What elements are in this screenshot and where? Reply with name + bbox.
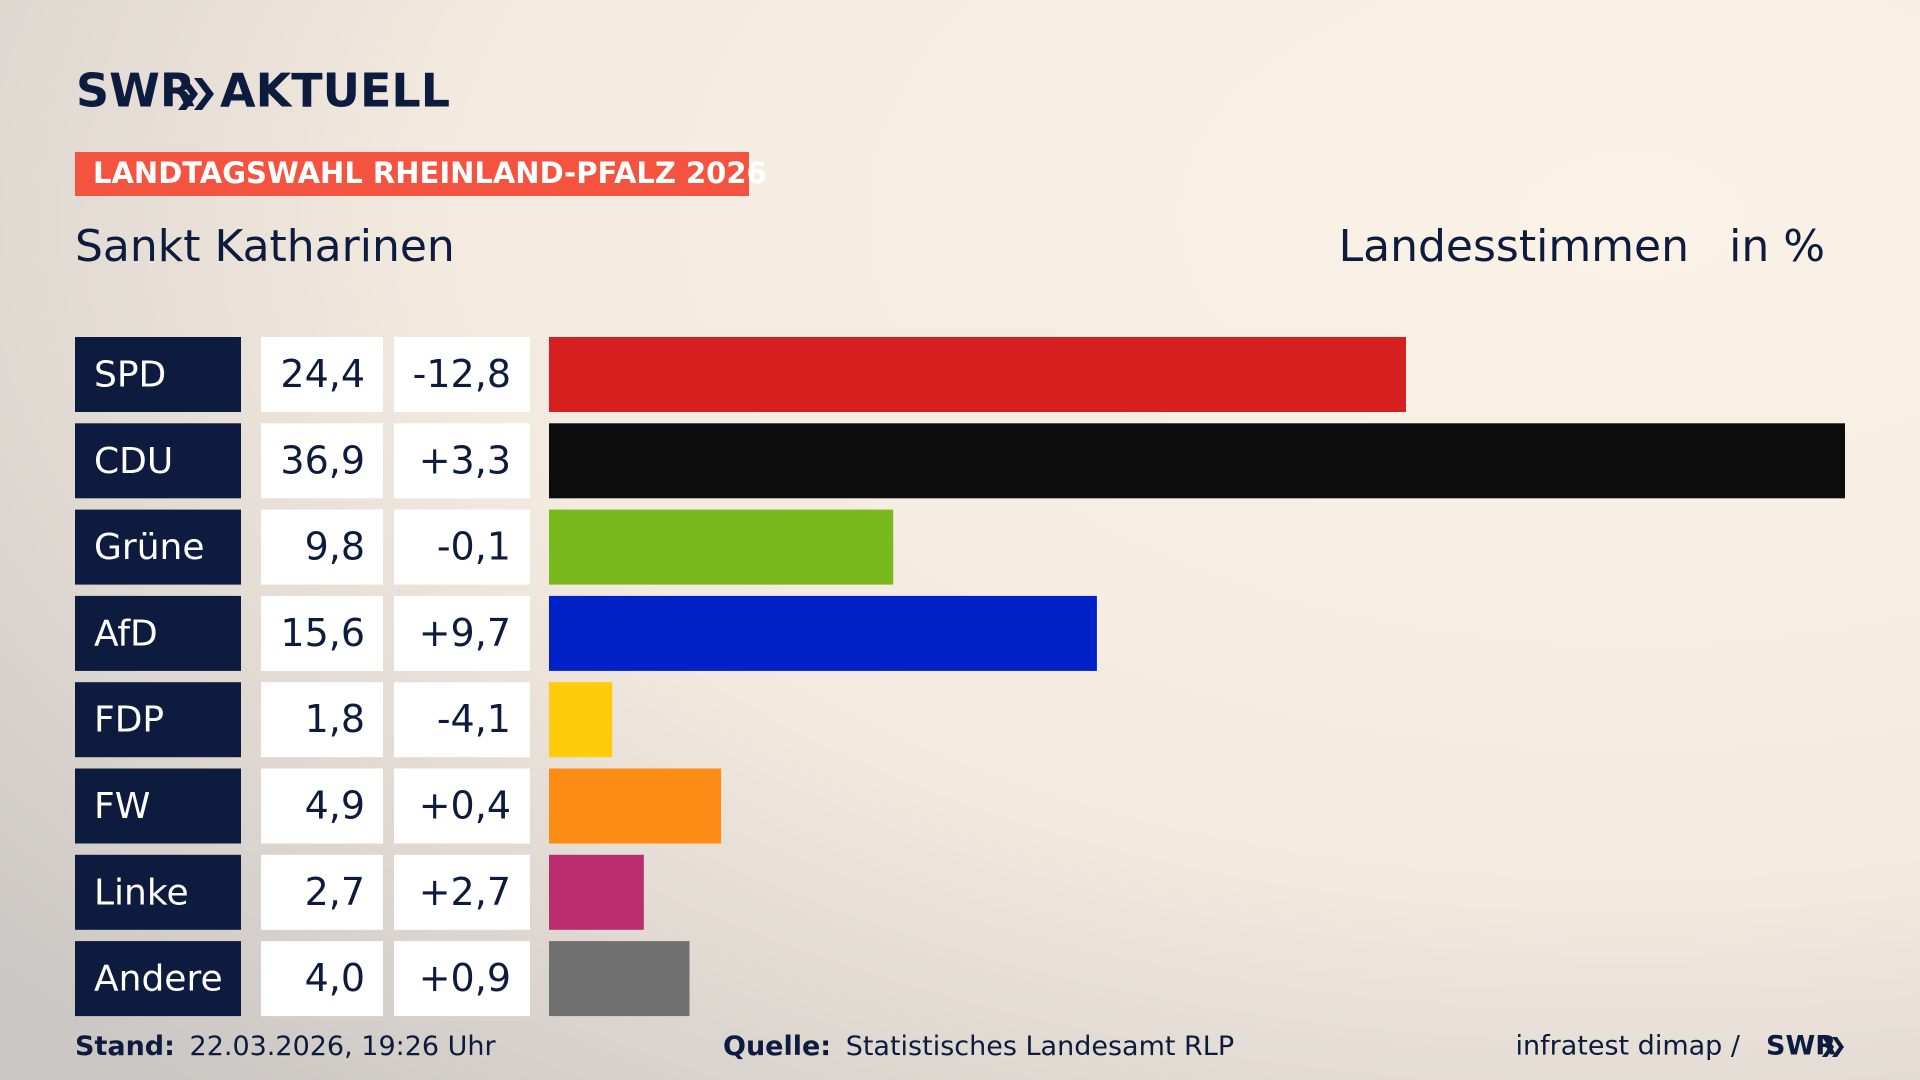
value-label: 2,7 xyxy=(305,870,365,914)
bar xyxy=(549,337,1406,412)
bar xyxy=(549,595,1097,671)
change-box xyxy=(394,941,530,1017)
party-label: Andere xyxy=(94,959,223,1000)
value-box xyxy=(261,768,383,844)
unit-label: in % xyxy=(1729,221,1825,272)
footer-source-label: Quelle: xyxy=(723,1031,831,1062)
party-label: Grüne xyxy=(94,527,204,568)
party-box xyxy=(75,423,241,499)
footer-stand-value: 22.03.2026, 19:26 Uhr xyxy=(190,1031,497,1062)
bar xyxy=(549,941,690,1017)
change-label: +9,7 xyxy=(419,611,511,655)
value-label: 24,4 xyxy=(280,352,365,396)
bar xyxy=(549,423,1845,499)
banner-bg xyxy=(75,152,749,196)
value-box xyxy=(261,423,383,499)
change-box xyxy=(394,423,530,499)
chart-title: Sankt Katharinen xyxy=(75,221,455,272)
value-box xyxy=(261,941,383,1017)
party-label: Linke xyxy=(94,872,189,913)
value-label: 15,6 xyxy=(280,611,365,655)
value-box xyxy=(261,337,383,412)
party-label: FW xyxy=(94,786,150,827)
change-box xyxy=(394,595,530,671)
footer-stand: Stand: 22.03.2026, 19:26 Uhr xyxy=(75,1031,497,1062)
change-box xyxy=(394,509,530,585)
change-label: +2,7 xyxy=(419,870,511,914)
value-box xyxy=(261,595,383,671)
value-label: 4,0 xyxy=(305,956,365,1000)
value-label: 36,9 xyxy=(280,438,365,482)
footer-source-value: Statistisches Landesamt RLP xyxy=(846,1031,1234,1062)
change-box xyxy=(394,768,530,844)
footer-source: Quelle: Statistisches Landesamt RLP xyxy=(723,1031,1234,1062)
bar xyxy=(549,768,722,844)
banner: LANDTAGSWAHL RHEINLAND-PFALZ 2026 xyxy=(93,156,767,190)
change-label: +0,9 xyxy=(419,956,511,1000)
party-box xyxy=(75,595,241,671)
change-label: -0,1 xyxy=(437,525,511,569)
change-box xyxy=(394,337,530,412)
footer-chevrons xyxy=(1822,1037,1844,1057)
party-box xyxy=(75,509,241,585)
party-label: CDU xyxy=(94,441,173,482)
value-box xyxy=(261,682,383,758)
change-label: +3,3 xyxy=(419,438,511,482)
party-box xyxy=(75,682,241,758)
party-label: SPD xyxy=(94,355,166,396)
footer-stand-label: Stand: xyxy=(75,1031,175,1062)
value-label: 9,8 xyxy=(305,525,365,569)
value-box xyxy=(261,854,383,930)
party-label: AfD xyxy=(94,613,158,654)
change-box xyxy=(394,682,530,758)
change-label: -4,1 xyxy=(437,697,511,741)
party-box xyxy=(75,337,241,412)
brand-chevrons xyxy=(178,78,214,110)
party-box xyxy=(75,768,241,844)
change-label: +0,4 xyxy=(419,784,511,828)
party-box xyxy=(75,854,241,930)
footer-credit: infratest dimap / xyxy=(1515,1031,1740,1062)
brand: SWR xyxy=(76,64,195,118)
bar xyxy=(549,509,894,585)
change-box xyxy=(394,854,530,930)
bar xyxy=(549,854,644,930)
bar xyxy=(549,682,613,758)
brand-title: AKTUELL xyxy=(220,64,450,118)
party-box xyxy=(75,941,241,1017)
value-label: 1,8 xyxy=(305,697,365,741)
change-label: -12,8 xyxy=(413,352,511,396)
measure-label: Landesstimmen xyxy=(1339,221,1689,272)
value-box xyxy=(261,509,383,585)
value-label: 4,9 xyxy=(305,784,365,828)
party-label: FDP xyxy=(94,700,164,741)
